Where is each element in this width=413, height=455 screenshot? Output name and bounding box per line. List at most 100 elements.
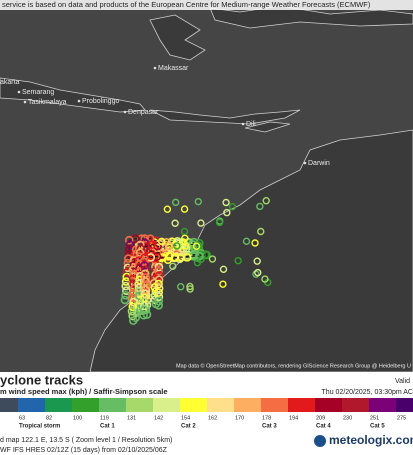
track-point: [140, 297, 149, 307]
track-point: [140, 234, 150, 243]
track-point: [128, 316, 138, 325]
track-point: [169, 262, 177, 270]
logo-icon: [314, 435, 326, 447]
subtitle: m wind speed max (kph) / Saffir-Simpson …: [0, 387, 168, 396]
track-point: [176, 254, 185, 262]
track-point: [197, 219, 205, 227]
legend-swatch: [342, 398, 369, 412]
legend-category: Cat 5: [370, 424, 385, 430]
track-point: [154, 292, 164, 302]
legend-category: Cat 3: [262, 424, 277, 430]
track-point: [152, 252, 162, 261]
track-point: [140, 289, 150, 299]
legend-label: 154: [181, 415, 190, 421]
track-point: [140, 293, 149, 303]
track-point: [242, 237, 251, 246]
track-point: [121, 281, 131, 291]
track-point: [154, 266, 163, 276]
legend-label: 162: [208, 415, 217, 421]
place-label: Dili: [246, 121, 256, 128]
track-point: [141, 277, 150, 287]
track-point: [180, 227, 189, 236]
legend-swatch: [153, 398, 180, 412]
track-point: [223, 208, 231, 217]
place-label: Probolinggo: [82, 98, 119, 105]
place-dot: [123, 110, 127, 114]
track-point: [194, 197, 202, 206]
track-point: [163, 205, 172, 213]
track-point: [140, 305, 149, 315]
valid-label: Valid: [395, 378, 410, 385]
legend-swatch: [72, 398, 99, 412]
place-label: Tasikmalaya: [28, 99, 67, 106]
legend-label: 131: [127, 415, 136, 421]
track-point: [186, 285, 194, 293]
legend-swatch: [288, 398, 315, 412]
place-label: Denpasar: [128, 109, 159, 116]
track-point: [140, 261, 149, 270]
banner-text: service is based on data and products of…: [2, 0, 371, 9]
legend-label: 209: [316, 415, 325, 421]
track-point: [136, 244, 146, 254]
legend-label: 63: [19, 415, 25, 421]
track-point: [135, 248, 145, 258]
track-point: [171, 219, 179, 227]
legend-category: Cat 4: [316, 424, 331, 430]
track-point: [141, 265, 150, 274]
legend-label: 251: [370, 415, 379, 421]
track-point: [252, 270, 260, 278]
panel: [0, 372, 413, 455]
place-dot: [303, 161, 307, 165]
legend-label: 100: [73, 415, 82, 421]
track-point: [219, 280, 227, 288]
track-point: [127, 307, 137, 316]
track-point: [120, 295, 130, 305]
legend: 63 82 100 119 131 142 154 162 170 178 194 209 230 251…: [0, 398, 413, 430]
track-point: [164, 241, 174, 251]
track-point: [222, 198, 230, 207]
place-label: Semarang: [22, 89, 54, 96]
track-point: [125, 240, 135, 250]
legend-swatch: [0, 398, 18, 412]
place-dot: [77, 99, 81, 103]
track-point: [140, 269, 150, 278]
legend-category: Cat 1: [100, 424, 115, 430]
track-point: [154, 275, 164, 285]
track-point: [154, 262, 164, 272]
track-point: [141, 242, 151, 251]
place-label: Makassar: [158, 65, 189, 72]
track-point: [140, 301, 149, 311]
place-dot: [23, 100, 27, 104]
track-point: [139, 257, 149, 266]
track-point: [261, 275, 269, 283]
legend-label: 142: [154, 415, 163, 421]
track-point: [154, 296, 164, 306]
legend-category: Tropical storm: [19, 424, 60, 430]
track-point: [181, 242, 190, 250]
place-label: Darwin: [308, 160, 330, 167]
track-point: [257, 227, 265, 236]
track-point: [141, 273, 151, 283]
track-point: [254, 268, 262, 277]
legend-swatch: [396, 398, 413, 412]
legend-swatch: [45, 398, 72, 412]
footer-line: d map 122.1 E, 13.5 S ( Zoom level 1 / R…: [0, 437, 172, 444]
track-point: [146, 253, 156, 262]
legend-label: 230: [343, 415, 352, 421]
track-point: [208, 255, 217, 263]
track-point: [180, 205, 189, 213]
track-point: [129, 279, 138, 288]
datetime: Thu 02/20/2025, 03:30pm AC: [322, 389, 413, 396]
track-point: [215, 218, 224, 227]
track-point: [193, 258, 202, 267]
track-point: [219, 265, 228, 274]
track-point: [128, 311, 137, 321]
track-point: [128, 302, 138, 312]
place-label: akarta: [0, 79, 20, 86]
track-point: [181, 234, 189, 242]
legend-category: Cat 2: [181, 424, 196, 430]
track-point: [166, 252, 174, 261]
cyclone-tracks: [120, 196, 272, 325]
